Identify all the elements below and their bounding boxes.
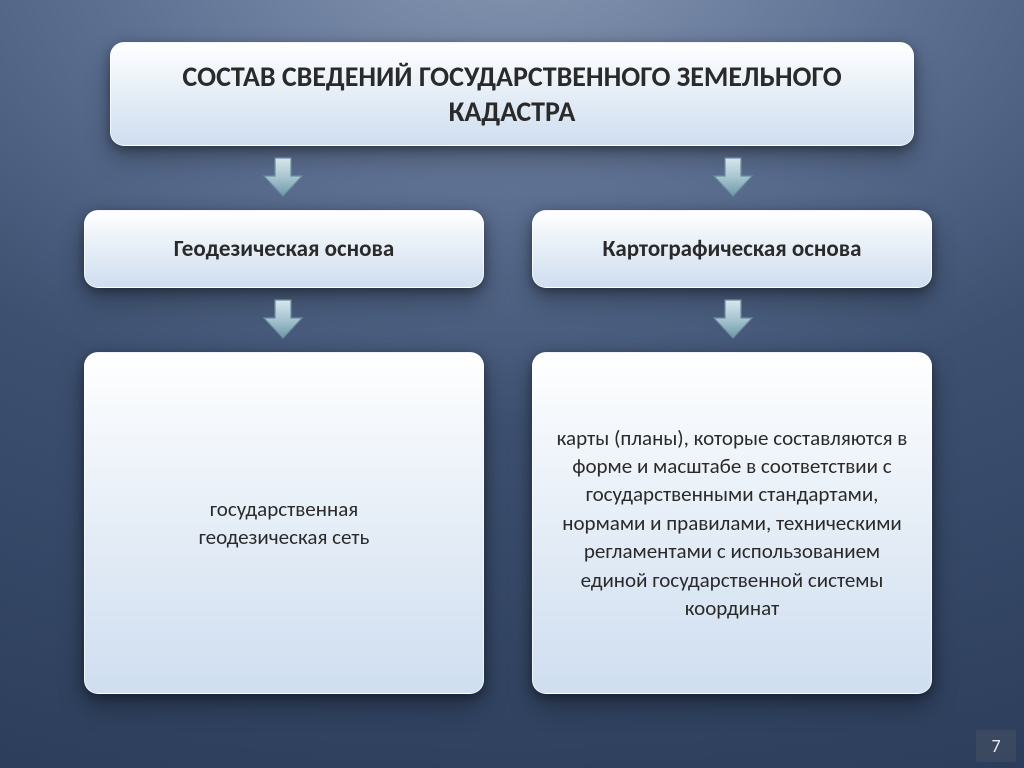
arrow-title-to-left xyxy=(260,154,306,200)
right-heading-box: Картографическая основа xyxy=(532,210,932,288)
right-heading-text: Картографическая основа xyxy=(602,235,861,264)
right-detail-text: карты (планы), которые составляются в фо… xyxy=(555,424,909,622)
page-number: 7 xyxy=(976,730,1016,762)
arrow-title-to-right xyxy=(710,154,756,200)
right-detail-box: карты (планы), которые составляются в фо… xyxy=(532,352,932,694)
left-detail-box: государственная геодезическая сеть xyxy=(84,352,484,694)
title-box: СОСТАВ СВЕДЕНИЙ ГОСУДАРСТВЕННОГО ЗЕМЕЛЬН… xyxy=(110,42,914,146)
left-heading-box: Геодезическая основа xyxy=(84,210,484,288)
left-heading-text: Геодезическая основа xyxy=(174,235,394,264)
arrow-right-down xyxy=(710,296,756,342)
left-detail-text: государственная геодезическая сеть xyxy=(199,495,370,552)
slide: СОСТАВ СВЕДЕНИЙ ГОСУДАРСТВЕННОГО ЗЕМЕЛЬН… xyxy=(0,0,1024,768)
title-text: СОСТАВ СВЕДЕНИЙ ГОСУДАРСТВЕННОГО ЗЕМЕЛЬН… xyxy=(133,59,891,129)
arrow-left-down xyxy=(260,296,306,342)
page-number-text: 7 xyxy=(991,735,1000,757)
